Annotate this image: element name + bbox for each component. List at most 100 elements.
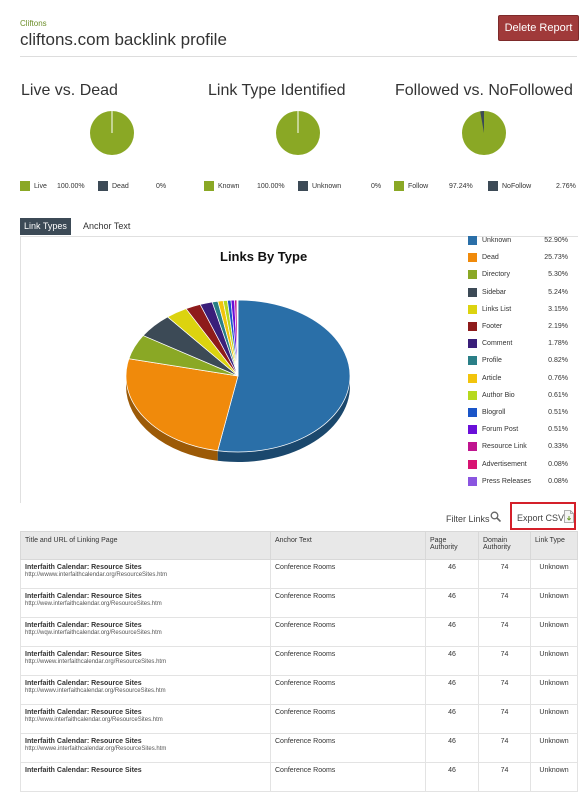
legend-label: Forum Post — [482, 426, 519, 434]
export-csv-button[interactable]: Export CSV — [510, 502, 576, 530]
linking-page-title[interactable]: Interfaith Calendar: Resource Sites — [25, 593, 142, 600]
legend-label: Links List — [482, 305, 512, 313]
legend-value: 52.90% — [544, 237, 568, 244]
col-header-da[interactable]: Domain Authority — [478, 531, 531, 560]
col-header-anchor[interactable]: Anchor Text — [270, 531, 426, 560]
legend-value: 97.24% — [449, 183, 473, 190]
page-authority-cell: 46 — [425, 733, 479, 763]
legend-swatch — [468, 425, 477, 435]
linking-page-cell: Interfaith Calendar: Resource Sites — [20, 762, 271, 792]
backlinks-table: Title and URL of Linking Page Anchor Tex… — [20, 531, 578, 792]
legend-label: Advertisement — [482, 460, 527, 468]
legend-label: Known — [218, 183, 240, 190]
anchor-text-cell: Conference Rooms — [270, 675, 426, 705]
legend-swatch — [468, 236, 477, 245]
legend-swatch — [468, 442, 477, 452]
legend-swatch — [468, 270, 477, 280]
linking-page-url[interactable]: http://www.interfaithcalendar.org/Resour… — [25, 717, 163, 723]
legend-value: 1.78% — [548, 340, 568, 348]
linking-page-title[interactable]: Interfaith Calendar: Resource Sites — [25, 680, 142, 687]
legend-label: Unknown — [482, 237, 512, 244]
breadcrumb[interactable]: Cliftons — [20, 19, 47, 28]
tab-link-types[interactable]: Link Types — [20, 218, 71, 235]
filter-links-button[interactable]: Filter Links — [446, 514, 490, 524]
legend-label: Live — [34, 183, 47, 190]
chart-panel — [20, 236, 578, 503]
legend-swatch — [468, 476, 477, 486]
legend-label: Profile — [482, 357, 502, 365]
live-dead-pie — [90, 111, 134, 155]
domain-authority-cell: 74 — [478, 559, 531, 589]
linking-page-cell: Interfaith Calendar: Resource Sites http:… — [20, 559, 271, 589]
legend-value: 3.15% — [548, 305, 568, 313]
page-title: cliftons.com backlink profile — [20, 30, 227, 49]
legend-swatch — [468, 304, 477, 314]
pie-slice-dead[interactable] — [125, 358, 239, 452]
pie-slice-side — [126, 376, 218, 461]
legend-label: Author Bio — [482, 391, 515, 399]
table-row: Interfaith Calendar: Resource Sites http:… — [20, 588, 578, 618]
legend-value: 100.00% — [257, 183, 285, 190]
legend-label: Sidebar — [482, 288, 507, 296]
file-download-icon — [564, 510, 574, 523]
linking-page-url[interactable]: http://wqw.interfaithcalendar.org/Resour… — [25, 630, 162, 636]
link-type-cell: Unknown — [530, 588, 578, 618]
delete-report-button[interactable]: Delete Report — [498, 15, 579, 41]
linking-page-url[interactable]: http://wwew.interfaithcalendar.org/Resou… — [25, 659, 167, 665]
pie-slice-unknown[interactable] — [217, 299, 351, 453]
legend-value: 0.51% — [548, 409, 568, 416]
legend-value: 5.24% — [548, 288, 568, 296]
linking-page-url[interactable]: http://wwwe.interfaithcalendar.org/Resou… — [25, 746, 167, 752]
legend-value: 100.00% — [57, 183, 85, 190]
domain-authority-cell: 74 — [478, 733, 531, 763]
header-divider — [20, 56, 577, 57]
anchor-text-cell: Conference Rooms — [270, 704, 426, 734]
link-type-cell: Unknown — [530, 559, 578, 589]
linking-page-cell: Interfaith Calendar: Resource Sites http:… — [20, 675, 271, 705]
linking-page-cell: Interfaith Calendar: Resource Sites http:… — [20, 617, 271, 647]
linking-page-url[interactable]: http://wwww.interfaithcalendar.org/Resou… — [25, 572, 168, 578]
linking-page-cell: Interfaith Calendar: Resource Sites http:… — [20, 588, 271, 618]
summary-title: Live vs. Dead — [21, 82, 118, 99]
col-header-title[interactable]: Title and URL of Linking Page — [20, 531, 271, 560]
legend-label: Press Releases — [482, 477, 532, 485]
legend-label: Dead — [482, 254, 499, 262]
legend-value: 0.33% — [548, 443, 568, 451]
legend-label: Unknown — [312, 183, 342, 190]
legend-value: 0% — [371, 183, 382, 190]
col-header-type[interactable]: Link Type — [530, 531, 578, 560]
anchor-text-cell: Conference Rooms — [270, 762, 426, 792]
pie-slice-side — [217, 376, 350, 462]
table-row: Interfaith Calendar: Resource Sites Confe… — [20, 762, 578, 792]
domain-authority-cell: 74 — [478, 617, 531, 647]
linking-page-title[interactable]: Interfaith Calendar: Resource Sites — [25, 738, 142, 745]
linking-page-cell: Interfaith Calendar: Resource Sites http:… — [20, 646, 271, 676]
table-row: Interfaith Calendar: Resource Sites http:… — [20, 675, 578, 705]
linking-page-title[interactable]: Interfaith Calendar: Resource Sites — [25, 564, 142, 571]
legend-label: Follow — [408, 183, 429, 190]
linking-page-title[interactable]: Interfaith Calendar: Resource Sites — [25, 651, 142, 658]
legend-value: 0.76% — [548, 374, 568, 382]
legend-swatch — [468, 390, 477, 400]
legend-label: Directory — [482, 271, 511, 279]
legend-swatch — [468, 339, 477, 349]
search-icon[interactable] — [490, 511, 501, 522]
legend-swatch — [468, 253, 477, 263]
table-row: Interfaith Calendar: Resource Sites http:… — [20, 646, 578, 676]
legend-label: Dead — [112, 183, 129, 190]
page-authority-cell: 46 — [425, 675, 479, 705]
col-header-pa[interactable]: Page Authority — [425, 531, 479, 560]
legend-value: 0.08% — [548, 477, 568, 485]
linking-page-title[interactable]: Interfaith Calendar: Resource Sites — [25, 709, 142, 716]
linking-page-url[interactable]: http://wew.interfaithcalendar.org/Resour… — [25, 601, 162, 607]
linking-page-url[interactable]: http://wwwv.interfaithcalendar.org/Resou… — [25, 688, 166, 694]
legend-label: NoFollow — [502, 183, 532, 190]
legend-value: 0% — [156, 183, 167, 190]
tab-anchor-text[interactable]: Anchor Text — [83, 221, 131, 231]
table-row: Interfaith Calendar: Resource Sites http:… — [20, 733, 578, 763]
legend-value: 2.19% — [548, 323, 568, 330]
linking-page-cell: Interfaith Calendar: Resource Sites http:… — [20, 704, 271, 734]
pie-slice-press-releases[interactable] — [237, 299, 239, 377]
linking-page-title[interactable]: Interfaith Calendar: Resource Sites — [25, 622, 142, 629]
linking-page-title[interactable]: Interfaith Calendar: Resource Sites — [25, 767, 142, 774]
